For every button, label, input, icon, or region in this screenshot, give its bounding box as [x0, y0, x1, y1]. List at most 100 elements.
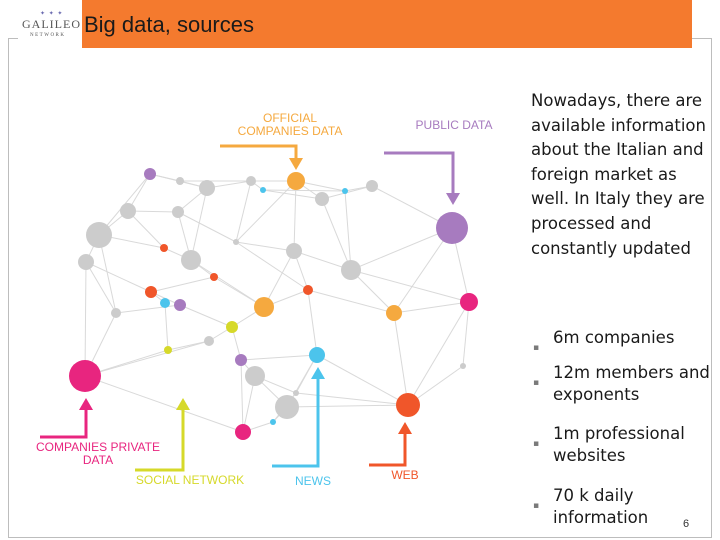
private-line-2: DATA: [82, 453, 114, 467]
network-edge: [262, 189, 346, 192]
network-node: [275, 395, 299, 419]
network-edge: [127, 210, 179, 213]
network-node: [287, 172, 305, 190]
network-edge: [393, 301, 470, 314]
network-edge: [179, 304, 233, 328]
page-number: 6: [683, 518, 690, 530]
bullet-marker: ▪: [533, 501, 540, 511]
list-item-text: 6m companies: [553, 328, 675, 347]
bullet-marker: ▪: [533, 343, 540, 353]
source-arrows: [40, 144, 460, 472]
private-arrow-head: [79, 398, 93, 410]
network-node: [341, 260, 361, 280]
network-edge: [98, 234, 117, 314]
network-node: [181, 250, 201, 270]
list-item-text: 70 k daily information: [553, 486, 649, 527]
network-edge: [240, 354, 318, 361]
network-edge: [240, 359, 244, 433]
list-item-text: 12m members and exponents: [553, 363, 710, 404]
private-arrow-line: [40, 410, 88, 439]
network-edge: [262, 189, 323, 200]
network-edge: [293, 180, 297, 252]
network-edge: [235, 180, 297, 243]
network-node: [210, 273, 218, 281]
network-edge: [293, 250, 352, 271]
network-node: [199, 180, 215, 196]
network-edge: [85, 261, 152, 293]
network-edge: [350, 269, 470, 303]
network-edge: [263, 250, 295, 308]
description-text: Nowadays, there are available informatio…: [531, 91, 706, 258]
bullet-marker: ▪: [533, 378, 540, 388]
network-node: [145, 286, 157, 298]
network-node: [315, 192, 329, 206]
official-companies-label: OFFICIAL COMPANIES DATA: [224, 112, 356, 138]
network-edge: [307, 289, 318, 356]
network-node: [204, 336, 214, 346]
network-node: [396, 393, 420, 417]
network-edge: [190, 187, 208, 261]
network-node: [111, 308, 121, 318]
web-arrow-line: [369, 433, 407, 467]
network-node: [235, 354, 247, 366]
news-label: NEWS: [295, 474, 331, 488]
network-edge: [164, 302, 169, 351]
logo-stars: ✦ ✦ ✦: [40, 11, 64, 17]
network-edge: [177, 211, 237, 243]
official-line-1: OFFICIAL: [262, 111, 317, 125]
network-node: [309, 347, 325, 363]
network-node: [233, 239, 239, 245]
network-edge: [235, 241, 295, 252]
network-node: [86, 222, 112, 248]
network-edge: [393, 312, 409, 406]
list-item-text: 1m professional websites: [553, 424, 685, 465]
page-title: Big data, sources: [84, 12, 254, 37]
network-node: [120, 203, 136, 219]
network-node: [176, 177, 184, 185]
network-edge: [295, 392, 409, 406]
logo-name: GALILEO: [22, 17, 81, 31]
network-node: [293, 390, 299, 396]
header-bar: [80, 0, 692, 48]
network-node: [286, 243, 302, 259]
network-node: [235, 424, 251, 440]
network-node: [386, 305, 402, 321]
network-edges: [84, 173, 470, 433]
network-edge: [350, 227, 453, 271]
social-arrow-line: [135, 410, 185, 472]
official-line-2: COMPANIES DATA: [237, 124, 343, 138]
web-arrow-head: [398, 422, 412, 434]
network-node: [69, 360, 101, 392]
news-arrow-line: [272, 378, 320, 468]
network-edge: [115, 304, 181, 314]
network-nodes: [69, 168, 478, 440]
network-edge: [316, 354, 409, 406]
network-node: [226, 321, 238, 333]
public-arrow-head: [446, 193, 460, 205]
logo-tagline: NETWORK: [30, 33, 66, 38]
network-node: [174, 299, 186, 311]
network-edge: [350, 269, 395, 314]
public-arrow-line: [384, 151, 455, 194]
network-edge: [344, 190, 352, 271]
network-node: [460, 363, 466, 369]
network-edge: [84, 375, 244, 433]
network-node: [160, 244, 168, 252]
network-edge: [150, 276, 215, 293]
network-edge: [321, 198, 352, 271]
network-node: [245, 366, 265, 386]
web-label: WEB: [391, 468, 419, 482]
bullet-marker: ▪: [533, 439, 540, 449]
network-edge: [84, 340, 210, 377]
network-edge: [85, 261, 117, 314]
official-arrow-head: [289, 158, 303, 170]
network-node: [260, 187, 266, 193]
network-node: [366, 180, 378, 192]
network-edge: [127, 210, 165, 249]
network-node: [460, 293, 478, 311]
network-edge: [235, 180, 252, 243]
news-arrow-head: [311, 367, 325, 379]
network-node: [436, 212, 468, 244]
network-node: [144, 168, 156, 180]
